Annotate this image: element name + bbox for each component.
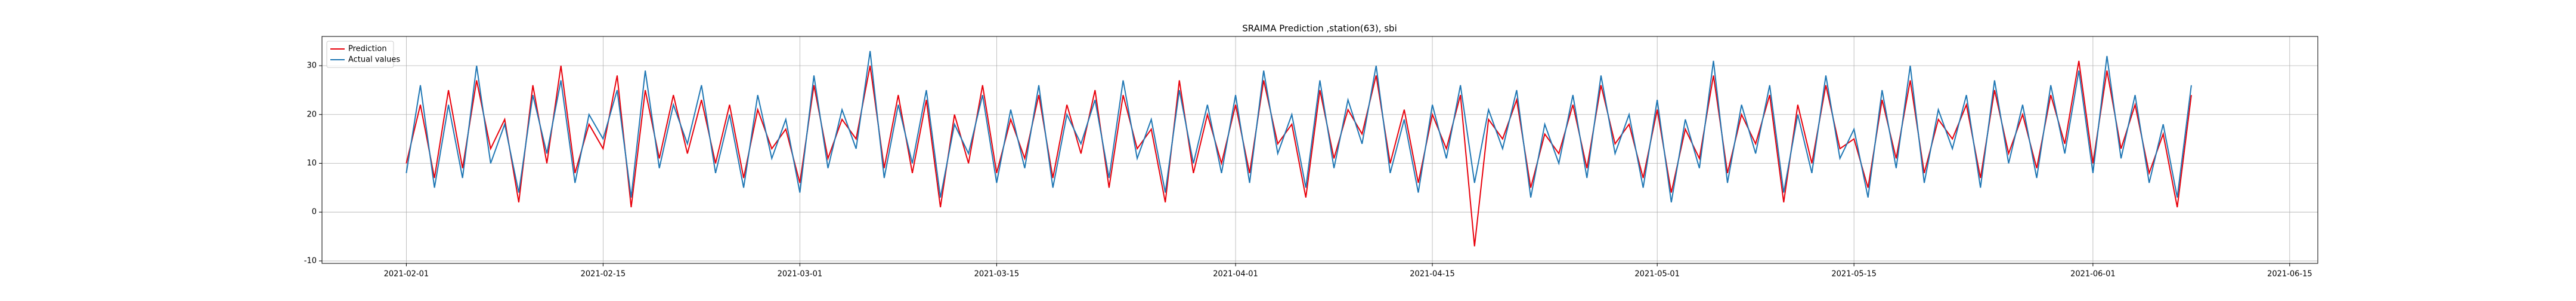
x-tick-label: 2021-06-15 <box>2267 270 2312 279</box>
y-tick-label: 30 <box>306 62 317 70</box>
x-tick-label: 2021-04-01 <box>1213 270 1258 279</box>
y-tick-label: 10 <box>306 159 317 168</box>
chart-title: SRAIMA Prediction ,station(63), sbi <box>1242 23 1397 34</box>
x-tick-label: 2021-02-15 <box>581 270 626 279</box>
y-tick-label: 20 <box>306 110 317 119</box>
x-tick-label: 2021-06-01 <box>2070 270 2116 279</box>
y-tick-label: -10 <box>304 256 317 265</box>
x-tick-label: 2021-05-15 <box>1831 270 1877 279</box>
x-tick-label: 2021-03-01 <box>778 270 823 279</box>
x-tick-label: 2021-02-01 <box>384 270 429 279</box>
series-line <box>405 51 2192 202</box>
legend-box <box>326 41 394 68</box>
legend-label: Actual values <box>348 56 400 64</box>
x-tick-label: 2021-03-15 <box>974 270 1020 279</box>
y-tick-label: 0 <box>312 208 317 217</box>
x-tick-label: 2021-04-15 <box>1410 270 1455 279</box>
series-line <box>405 60 2192 247</box>
legend-label: Prediction <box>348 45 387 54</box>
x-tick-label: 2021-05-01 <box>1634 270 1680 279</box>
plot-frame <box>321 36 2318 264</box>
